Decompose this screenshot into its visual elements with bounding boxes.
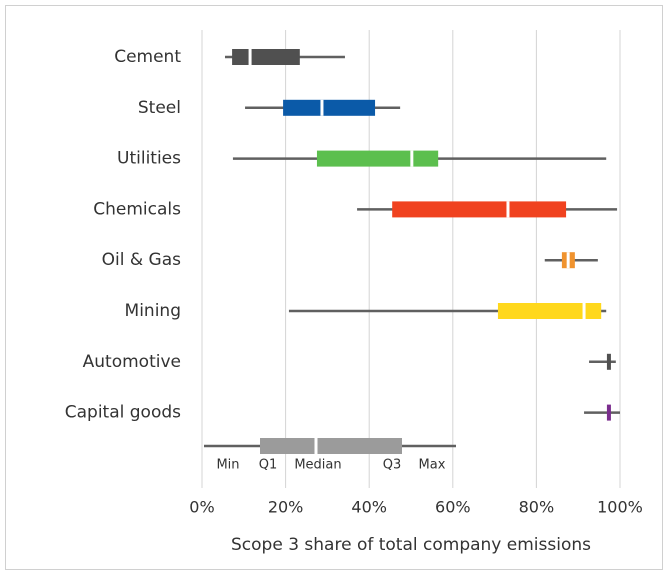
x-tick-label: 0% [189, 498, 214, 517]
legend-label: Max [419, 458, 446, 473]
box [283, 99, 376, 116]
y-tick-label: Chemicals [93, 199, 181, 219]
legend-box [260, 438, 402, 454]
x-tick-label: 100% [597, 498, 643, 517]
x-tick-label: 60% [435, 498, 471, 517]
box [392, 201, 567, 218]
y-tick-label: Automotive [83, 352, 181, 372]
y-tick-label: Capital goods [65, 403, 181, 423]
box [232, 49, 300, 65]
x-tick-label: 80% [519, 498, 555, 517]
box [316, 150, 439, 167]
y-tick-label: Mining [125, 301, 181, 321]
x-tick-label: 40% [351, 498, 387, 517]
legend-label: Q1 [259, 458, 278, 473]
legend-label: Q3 [383, 458, 402, 473]
box [497, 303, 602, 319]
y-tick-label: Steel [138, 98, 181, 118]
x-tick-label: 20% [268, 498, 304, 517]
y-tick-label: Cement [114, 47, 181, 67]
y-tick-label: Utilities [117, 149, 181, 169]
legend-label: Median [294, 458, 341, 473]
frame [5, 5, 663, 570]
y-tick-label: Oil & Gas [102, 250, 181, 270]
x-axis-title: Scope 3 share of total company emissions [231, 535, 591, 555]
legend-label: Min [216, 458, 239, 473]
